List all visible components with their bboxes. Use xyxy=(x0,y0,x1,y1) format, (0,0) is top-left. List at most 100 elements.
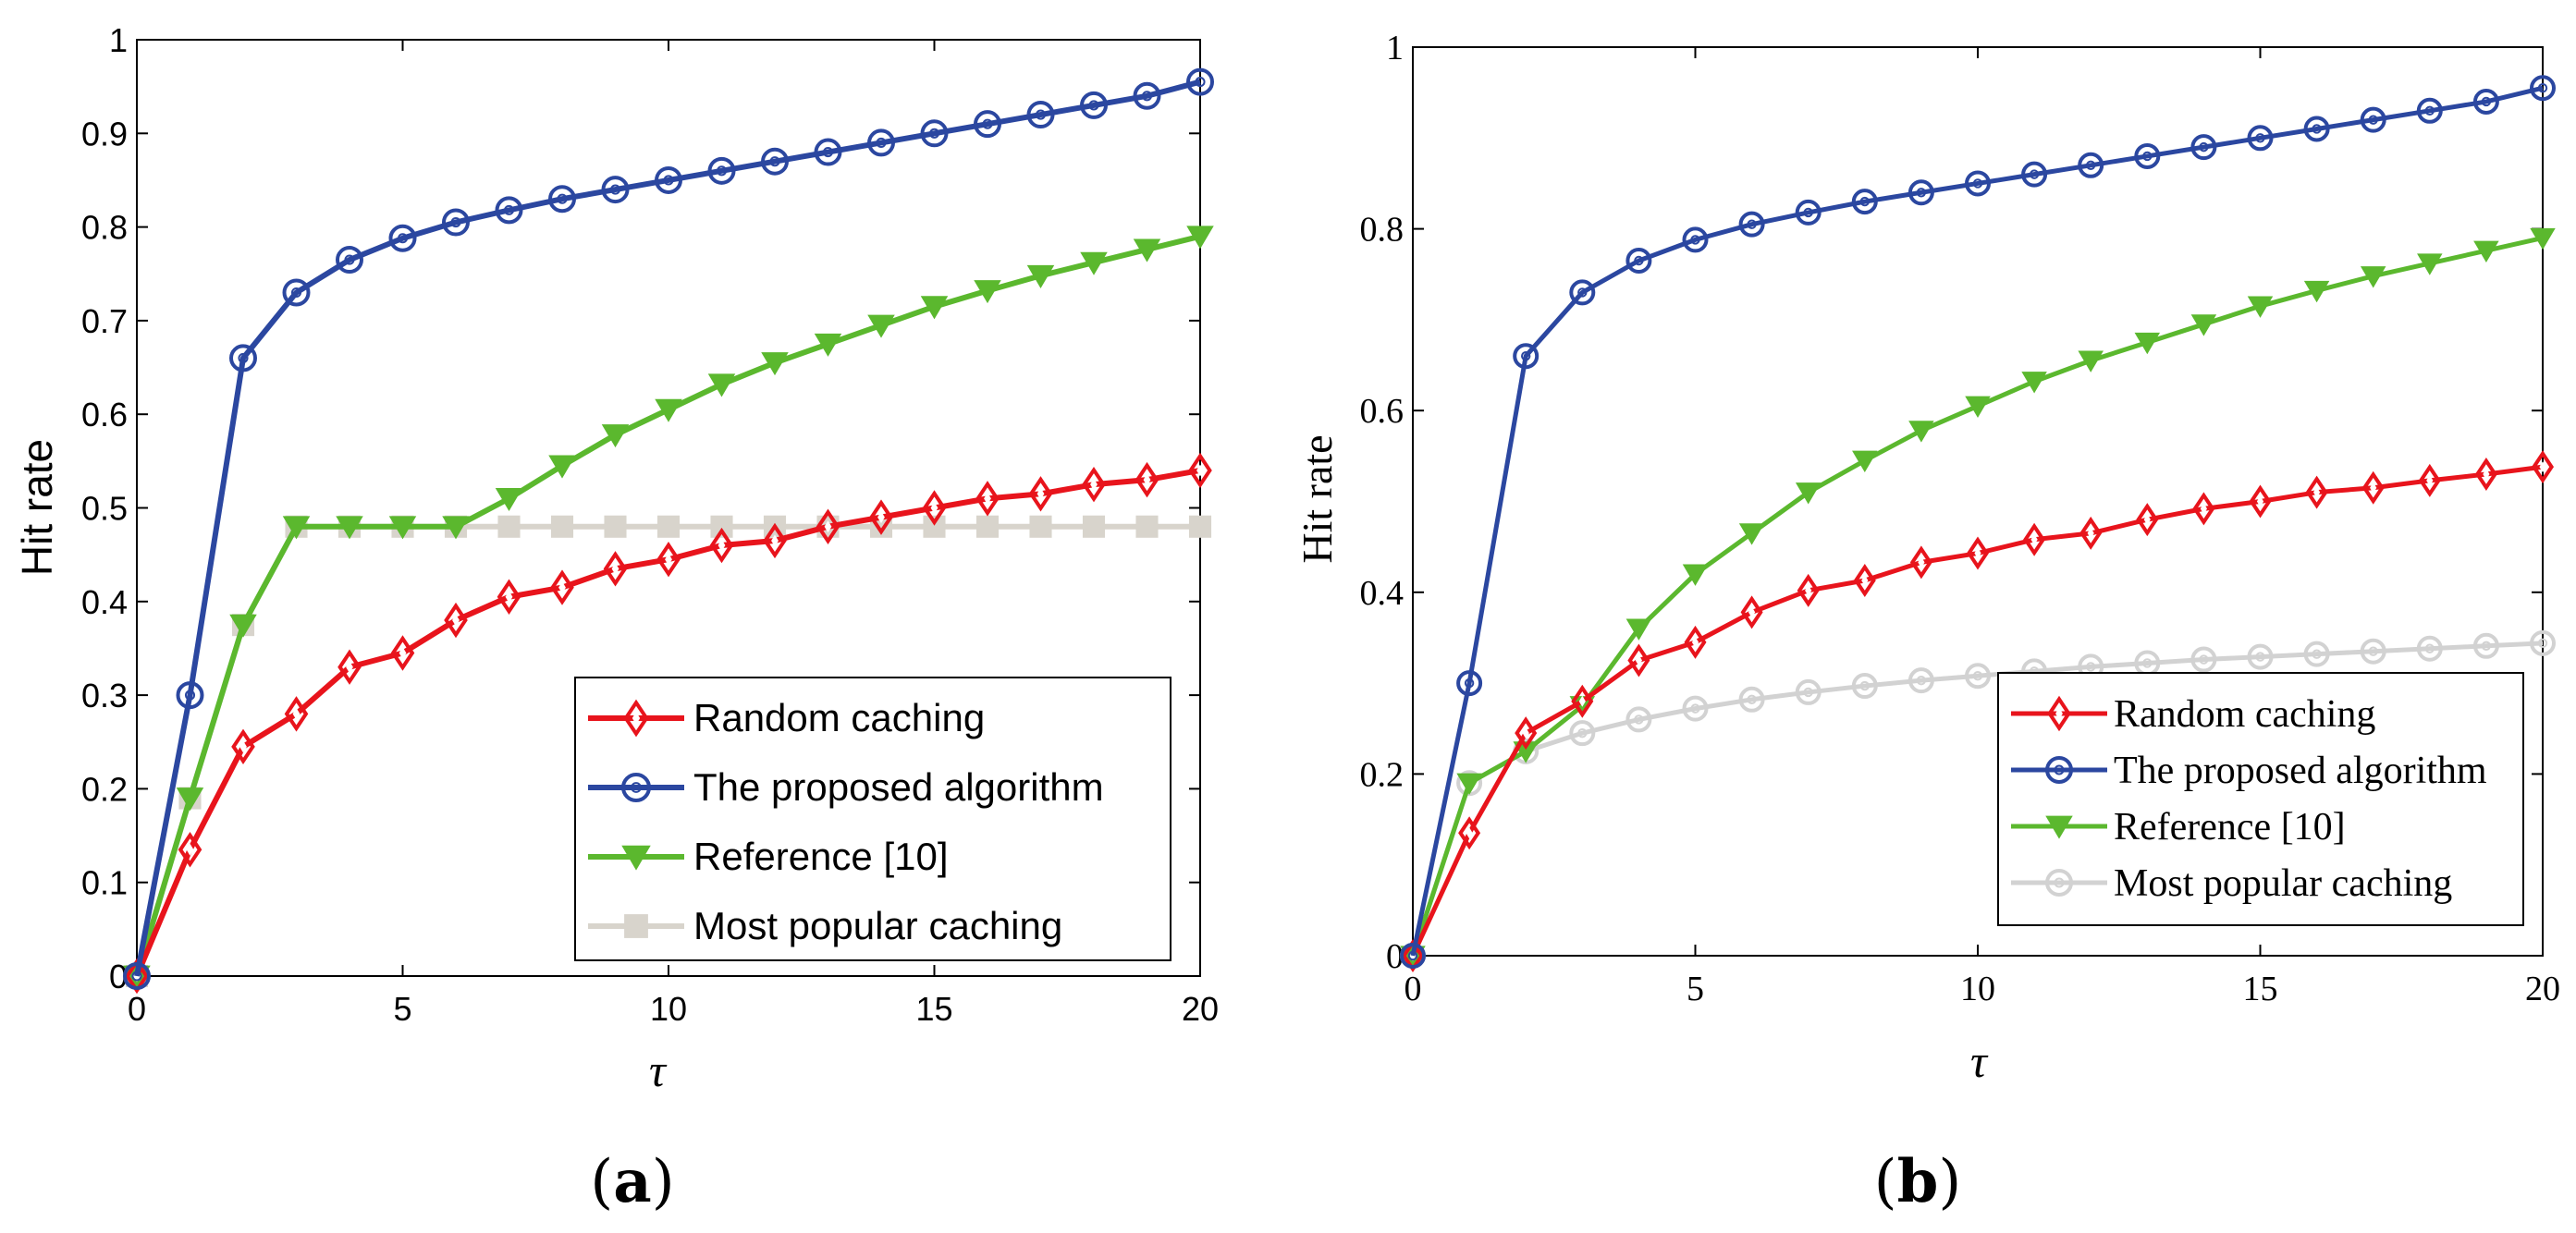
data-point-inner xyxy=(877,511,885,524)
y-tick-label: 0.5 xyxy=(81,490,128,528)
data-point-inner xyxy=(1037,487,1045,500)
data-point xyxy=(2247,643,2274,670)
data-point xyxy=(1080,91,1108,119)
data-point xyxy=(1082,466,1106,503)
data-point xyxy=(1515,716,1538,751)
series-the-proposed-algorithm xyxy=(1400,75,2556,969)
data-point xyxy=(284,696,309,732)
data-point xyxy=(2021,372,2047,394)
y-tick-label: 0 xyxy=(109,958,128,995)
data-point xyxy=(1625,618,1652,641)
data-point xyxy=(656,515,681,538)
data-point xyxy=(2134,332,2161,355)
data-point xyxy=(497,515,521,538)
data-point xyxy=(1682,226,1709,253)
data-point xyxy=(1738,211,1765,238)
data-point xyxy=(2303,641,2330,667)
data-point xyxy=(548,185,576,214)
data-point-inner xyxy=(2256,495,2264,507)
data-point xyxy=(1458,816,1481,850)
data-point-inner xyxy=(1522,727,1529,739)
data-point xyxy=(1188,452,1212,489)
data-point xyxy=(1401,938,1425,973)
legend-item: Most popular caching xyxy=(2011,862,2452,905)
y-axis-label-b: Hit rate xyxy=(1294,434,1341,563)
x-axis-label-b: τ xyxy=(1970,1035,1989,1087)
legend-marker xyxy=(2045,756,2073,784)
data-point-inner xyxy=(769,156,780,167)
data-point-inner xyxy=(1088,100,1099,111)
data-point xyxy=(1965,170,1991,197)
x-tick-label: 5 xyxy=(1687,970,1704,1008)
data-point xyxy=(601,176,630,204)
data-point-inner xyxy=(876,137,887,148)
data-point xyxy=(2136,503,2159,537)
data-point xyxy=(2530,629,2556,656)
data-point-inner xyxy=(2481,96,2492,107)
data-point xyxy=(2472,88,2499,115)
legend-marker xyxy=(621,845,651,871)
x-tick-label: 5 xyxy=(393,990,411,1028)
data-point xyxy=(2249,484,2272,519)
data-point-inner xyxy=(1407,950,1418,961)
data-point-inner xyxy=(1521,351,1531,361)
legend-item: The proposed algorithm xyxy=(2011,750,2487,792)
data-point xyxy=(1026,101,1055,129)
data-point xyxy=(2192,492,2215,526)
data-point-inner xyxy=(1747,694,1757,704)
data-point-inner xyxy=(2255,652,2265,662)
legend-label: The proposed algorithm xyxy=(693,765,1104,809)
data-point xyxy=(920,119,949,148)
data-point xyxy=(1026,264,1055,288)
data-point xyxy=(1684,625,1707,659)
data-point-inner xyxy=(2255,133,2265,143)
legend-marker xyxy=(621,773,651,802)
data-point-inner xyxy=(1859,196,1871,207)
data-point-inner xyxy=(1916,675,1927,686)
data-point xyxy=(1569,720,1596,747)
data-point-inner xyxy=(1090,478,1098,491)
data-point xyxy=(1188,515,1212,538)
data-point-inner xyxy=(2199,654,2209,665)
data-point-inner xyxy=(1972,671,1983,681)
data-point-inner xyxy=(1803,687,1813,698)
data-point xyxy=(176,681,204,710)
data-point xyxy=(974,110,1001,139)
data-point xyxy=(1186,67,1214,96)
data-point xyxy=(337,649,362,685)
data-point-inner xyxy=(2087,527,2094,539)
data-point-inner xyxy=(2142,151,2153,162)
data-point xyxy=(1133,81,1161,110)
data-point-inner xyxy=(2539,461,2546,473)
legend-marker xyxy=(2045,815,2073,839)
data-point-inner xyxy=(1035,109,1047,120)
data-point xyxy=(1135,515,1159,538)
data-point xyxy=(336,516,363,540)
legend-marker xyxy=(623,699,649,738)
data-point xyxy=(1569,279,1596,306)
data-point-inner xyxy=(1861,575,1869,587)
legend-item: Most popular caching xyxy=(588,904,1062,947)
data-point-inner xyxy=(1747,219,1757,229)
data-point-inner xyxy=(399,647,407,660)
series-the-proposed-algorithm xyxy=(123,67,1214,990)
data-point xyxy=(2531,450,2555,484)
data-point xyxy=(2247,125,2274,152)
data-point xyxy=(229,344,257,372)
data-point-inner xyxy=(2312,649,2322,659)
data-point xyxy=(922,490,947,526)
data-point xyxy=(2303,280,2330,303)
data-point-inner xyxy=(1634,255,1644,266)
data-point-inner xyxy=(2199,141,2209,153)
data-point-inner xyxy=(928,128,940,139)
y-tick-label: 0.3 xyxy=(81,677,128,714)
data-point-inner xyxy=(665,553,672,566)
data-point xyxy=(1028,476,1053,512)
data-point-inner xyxy=(824,520,832,533)
legend-label: Reference [10] xyxy=(2114,806,2346,848)
data-point-inner xyxy=(2313,486,2321,498)
panel-letter-a: a xyxy=(613,1147,651,1216)
data-point xyxy=(1571,684,1594,718)
data-point xyxy=(1852,450,1878,473)
data-point-inner xyxy=(2029,169,2040,179)
